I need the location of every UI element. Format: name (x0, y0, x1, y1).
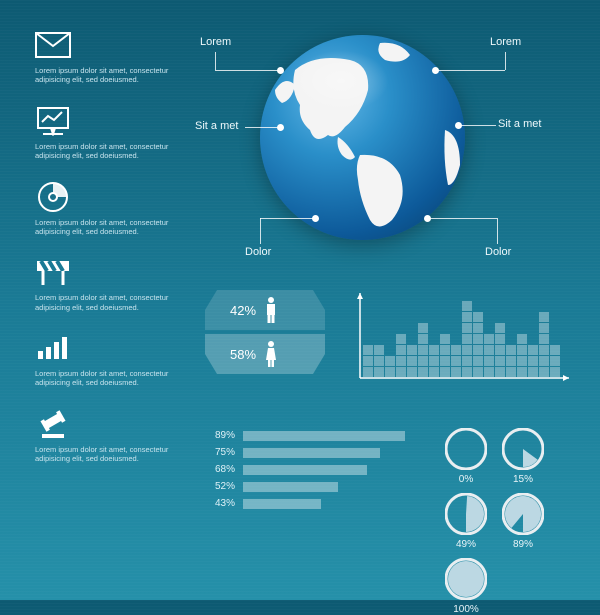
pie-item: 100% (445, 558, 487, 615)
male-icon (264, 296, 278, 324)
hbar-track (243, 499, 425, 509)
hbar-row: 75% (215, 447, 425, 458)
globe-callout: Dolor (485, 246, 511, 258)
female-stat: 58% (205, 334, 325, 374)
sidebar-item: Lorem ipsum dolor sit amet, consectetur … (35, 182, 170, 237)
column-chart (355, 283, 560, 393)
sidebar-text: Lorem ipsum dolor sit amet, consectetur … (35, 445, 170, 464)
pie-item: 49% (445, 493, 487, 550)
pie-label: 89% (513, 539, 533, 550)
hbar-fill (243, 482, 338, 492)
sidebar-item: Lorem ipsum dolor sit amet, consectetur … (35, 30, 170, 85)
callout-label: Sit a met (498, 118, 541, 130)
pie-icon (502, 493, 544, 535)
pie-label: 15% (513, 474, 533, 485)
pie-item: 15% (502, 428, 544, 485)
hbar-track (243, 482, 425, 492)
pie-icon (445, 558, 487, 600)
pie-item: 89% (502, 493, 544, 550)
hbar-row: 52% (215, 481, 425, 492)
pie-label: 100% (453, 604, 479, 615)
globe-callout: Sit a met (195, 120, 238, 132)
hbar-fill (243, 431, 405, 441)
sidebar-item: Lorem ipsum dolor sit amet, consectetur … (35, 257, 170, 312)
callout-label: Dolor (245, 246, 271, 258)
callout-label: Dolor (485, 246, 511, 258)
pie-label: 0% (459, 474, 473, 485)
chart-icon (35, 106, 71, 136)
mail-icon (35, 30, 71, 60)
globe-callout: Dolor (245, 246, 271, 258)
hbar-row: 68% (215, 464, 425, 475)
hbar-track (243, 448, 425, 458)
callout-label: Sit a met (195, 120, 238, 132)
hbar-track (243, 465, 425, 475)
sidebar-item: Lorem ipsum dolor sit amet, consectetur … (35, 409, 170, 464)
hbar-label: 89% (215, 430, 243, 441)
pie-grid: 0% 15% 49% 89% 100% (445, 428, 580, 615)
disc-icon (35, 182, 71, 212)
hbar-label: 43% (215, 498, 243, 509)
globe-callout: Lorem (200, 36, 231, 48)
sidebar-text: Lorem ipsum dolor sit amet, consectetur … (35, 293, 170, 312)
globe-callout: Sit a met (498, 118, 541, 130)
pie-icon (502, 428, 544, 470)
hbar-fill (243, 465, 367, 475)
sidebar-item: Lorem ipsum dolor sit amet, consectetur … (35, 106, 170, 161)
pie-icon (445, 428, 487, 470)
sidebar-text: Lorem ipsum dolor sit amet, consectetur … (35, 142, 170, 161)
bars-icon (35, 333, 71, 363)
hbar-fill (243, 499, 321, 509)
demographic-panel: 42% 58% (205, 290, 335, 378)
hbar-label: 75% (215, 447, 243, 458)
sidebar-text: Lorem ipsum dolor sit amet, consectetur … (35, 369, 170, 388)
sidebar-text: Lorem ipsum dolor sit amet, consectetur … (35, 66, 170, 85)
pie-label: 49% (456, 539, 476, 550)
hbar-row: 89% (215, 430, 425, 441)
male-stat: 42% (205, 290, 325, 330)
horizontal-bars: 89% 75% 68% 52% 43% (215, 430, 425, 515)
female-icon (264, 340, 278, 368)
gavel-icon (35, 409, 71, 439)
hbar-label: 52% (215, 481, 243, 492)
female-percent: 58% (230, 347, 256, 362)
pie-icon (445, 493, 487, 535)
hbar-label: 68% (215, 464, 243, 475)
barrier-icon (35, 257, 71, 287)
hbar-row: 43% (215, 498, 425, 509)
callout-label: Lorem (490, 36, 521, 48)
pie-item: 0% (445, 428, 487, 485)
callout-label: Lorem (200, 36, 231, 48)
hbar-fill (243, 448, 380, 458)
sidebar-item: Lorem ipsum dolor sit amet, consectetur … (35, 333, 170, 388)
sidebar: Lorem ipsum dolor sit amet, consectetur … (35, 30, 170, 464)
sidebar-text: Lorem ipsum dolor sit amet, consectetur … (35, 218, 170, 237)
hbar-track (243, 431, 425, 441)
male-percent: 42% (230, 303, 256, 318)
globe (260, 35, 465, 240)
globe-callout: Lorem (490, 36, 521, 48)
